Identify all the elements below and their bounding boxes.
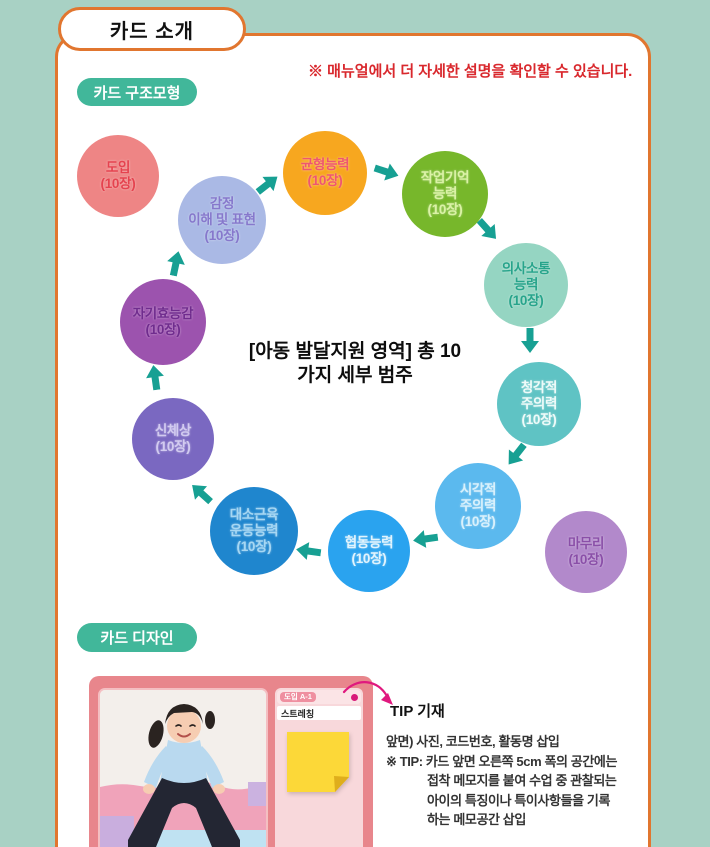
node-count: (10장) [155,439,191,454]
flow-arrow-icon [411,527,440,550]
node-cooperation: 협동능력 (10장) [328,510,410,592]
diagram-center-caption: [아동 발달지원 영역] 총 10가지 세부 범주 [245,340,465,388]
manual-notice-text: ※ 매뉴얼에서 더 자세한 설명을 확인할 수 있습니다. [308,63,633,80]
card-activity-name: 스트레칭 [277,706,361,720]
flow-arrow-icon [294,539,323,562]
node-self-efficacy: 자기효능감 (10장) [120,279,206,365]
node-label: 능력 [513,277,539,293]
tip-line: 앞면) 사진, 코드번호, 활동명 삽입 [386,734,560,749]
node-label: 대소근육 [229,507,279,523]
diagram-center-line2: 총 10가지 세부 범주 [297,341,462,386]
node-label: 마무리 [567,536,605,552]
node-balance: 균형능력 (10장) [283,131,367,215]
card-memo-panel: 도입 A-1 스트레칭 [275,688,363,847]
node-body-image: 신체상 (10장) [132,398,214,480]
tip-heading: TIP 기재 [390,703,445,720]
callout-dot-icon [351,693,358,701]
node-count: (10장) [351,551,387,566]
flow-arrow-icon [500,439,532,472]
flow-arrow-icon [143,363,166,392]
sample-card: 도입 A-1 스트레칭 [89,676,373,847]
node-working-memory: 작업기억 능력 (10장) [402,151,488,237]
card-code-bar: 도입 A-1 [277,690,361,704]
node-count: (10장) [568,552,604,567]
node-count: (10장) [427,201,463,217]
node-count: (10장) [100,176,136,191]
node-label: 주의력 [459,498,497,514]
node-label: 협동능력 [344,535,394,551]
node-label: 주의력 [520,396,558,412]
section-label-text: 카드 구조모형 [93,84,181,102]
flow-arrow-icon [164,248,189,278]
node-label: 시각적 [459,482,497,498]
node-label: 의사소통 [501,261,551,277]
node-emotion: 감정 이해 및 표현 (10장) [178,176,266,264]
node-intro: 도입 (10장) [77,135,159,217]
node-gross-fine-motor: 대소근육 운동능력 (10장) [210,487,298,575]
flow-arrow-icon [372,158,403,185]
node-count: (10장) [521,411,557,427]
node-label: 작업기억 [420,170,470,186]
page-title-tab: 카드 소개 [58,7,246,51]
section-label-text: 카드 디자인 [100,630,174,647]
tip-description: 앞면) 사진, 코드번호, 활동명 삽입 ※ TIP: 카드 앞면 오른쪽 5c… [386,732,626,830]
node-label: 도입 [105,160,131,176]
node-visual-attention: 시각적 주의력 (10장) [435,463,521,549]
sticky-note-icon [287,732,349,792]
node-label: 자기효능감 [132,306,194,322]
flow-arrow-icon [472,214,504,247]
node-closing: 마무리 (10장) [545,511,627,593]
flow-arrow-icon [185,477,218,509]
child-stretching-illustration [100,690,266,847]
card-code-badge: 도입 A-1 [280,691,316,703]
diagram-center-line1: [아동 발달지원 영역] [248,341,412,362]
section-label-card-design: 카드 디자인 [77,623,197,652]
node-label: 신체상 [154,423,192,439]
node-count: (10장) [307,173,343,188]
node-label: 능력 [432,186,458,202]
section-label-card-structure: 카드 구조모형 [77,78,197,106]
card-photo-illustration [100,690,266,847]
node-label: 운동능력 [229,523,279,539]
tip-line: 접착 메모지를 붙여 수업 중 관찰되는 [427,773,617,789]
page-title: 카드 소개 [109,20,195,43]
node-count: (10장) [460,513,496,529]
node-label: 균형능력 [300,157,350,173]
tip-line: 아이의 특징이나 특이사항들을 기록 [427,792,611,808]
flow-arrow-icon [520,328,540,354]
node-label: 감정 [209,196,235,212]
tip-line: 하는 메모공간 삽입 [427,812,526,828]
node-count: (10장) [204,227,240,243]
node-count: (10장) [508,292,544,308]
node-communication: 의사소통 능력 (10장) [484,243,568,327]
tip-line: ※ TIP: 카드 앞면 오른쪽 5cm 폭의 공간에는 [386,753,618,769]
node-count: (10장) [236,538,272,554]
tip-callout-arrow-icon [336,676,400,710]
node-count: (10장) [145,322,181,337]
flow-arrow-icon [252,168,285,200]
node-auditory-attention: 청각적 주의력 (10장) [497,362,581,446]
node-label: 이해 및 표현 [188,212,256,228]
node-label: 청각적 [520,380,558,396]
